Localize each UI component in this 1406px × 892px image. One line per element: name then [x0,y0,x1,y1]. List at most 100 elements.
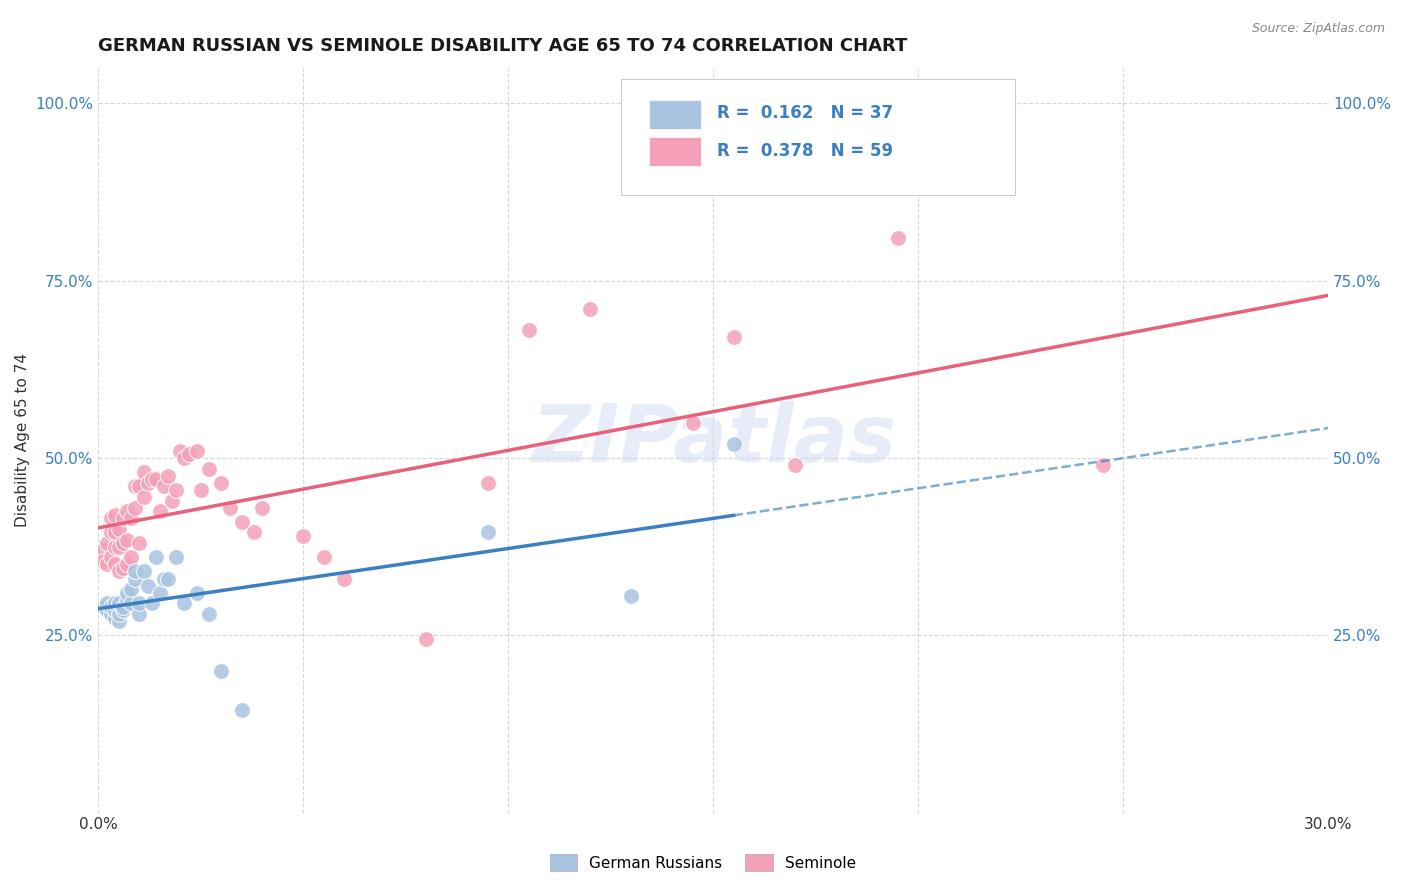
Point [104,558,127,572]
Point [209,664,232,678]
Point [100,607,122,621]
Legend: German Russians, Seminole: German Russians, Seminole [544,848,862,877]
Point [111,561,134,575]
Point [111,536,134,550]
Point [169,443,191,458]
FancyBboxPatch shape [621,79,1015,194]
Point [145,472,167,486]
Point [177,447,200,461]
Point [190,483,212,497]
Point [198,461,221,475]
Point [153,479,176,493]
Point [153,572,176,586]
Point [111,599,134,614]
Point [173,450,195,465]
Point [477,525,499,540]
Point [128,607,150,621]
Point [120,596,142,610]
Point [198,607,221,621]
Point [620,589,643,603]
Point [111,511,134,525]
Text: R =  0.378   N = 59: R = 0.378 N = 59 [717,142,893,160]
Text: R =  0.162   N = 37: R = 0.162 N = 37 [717,104,893,122]
Point [252,500,274,515]
Point [157,572,180,586]
Point [145,550,167,565]
Point [149,585,172,599]
FancyBboxPatch shape [650,100,702,129]
Point [723,330,745,344]
Point [128,479,150,493]
Point [517,323,540,337]
Point [292,529,315,543]
Point [415,632,437,646]
Point [887,231,910,245]
Point [186,443,208,458]
Point [132,490,155,504]
Point [333,572,356,586]
Point [115,592,138,607]
Point [115,504,138,518]
Point [104,603,127,617]
Point [141,472,163,486]
Point [128,596,150,610]
Point [186,585,208,599]
Point [218,500,240,515]
Point [132,465,155,479]
Point [108,596,131,610]
Point [108,522,131,536]
Point [120,511,142,525]
Point [111,603,134,617]
Point [1091,458,1114,472]
Point [231,515,253,529]
Point [108,540,131,554]
Point [115,585,138,599]
Point [100,511,122,525]
Y-axis label: Disability Age 65 to 74: Disability Age 65 to 74 [15,353,30,527]
Point [477,475,499,490]
Point [149,504,172,518]
Point [173,596,195,610]
Point [108,607,131,621]
Point [136,579,159,593]
Point [120,550,142,565]
Point [160,493,183,508]
Point [91,543,114,558]
Point [157,468,180,483]
Point [91,554,114,568]
Point [141,596,163,610]
Point [104,596,127,610]
Point [115,533,138,547]
Point [104,540,127,554]
Point [682,416,704,430]
Point [124,565,146,579]
Point [124,500,146,515]
Point [579,301,602,316]
Point [231,703,253,717]
Point [124,479,146,493]
Point [91,599,114,614]
Point [104,610,127,624]
Point [96,536,118,550]
Point [115,558,138,572]
Point [209,475,232,490]
Text: ZIPatlas: ZIPatlas [531,401,896,479]
Point [104,525,127,540]
Point [723,437,745,451]
Point [132,565,155,579]
Point [100,550,122,565]
Point [108,614,131,628]
Point [96,603,118,617]
Point [96,596,118,610]
Point [136,475,159,490]
Point [120,582,142,597]
FancyBboxPatch shape [650,137,702,166]
Point [165,550,187,565]
Text: Source: ZipAtlas.com: Source: ZipAtlas.com [1251,22,1385,36]
Point [124,572,146,586]
Point [108,565,131,579]
Point [312,550,335,565]
Point [96,558,118,572]
Point [165,483,187,497]
Text: GERMAN RUSSIAN VS SEMINOLE DISABILITY AGE 65 TO 74 CORRELATION CHART: GERMAN RUSSIAN VS SEMINOLE DISABILITY AG… [98,37,908,55]
